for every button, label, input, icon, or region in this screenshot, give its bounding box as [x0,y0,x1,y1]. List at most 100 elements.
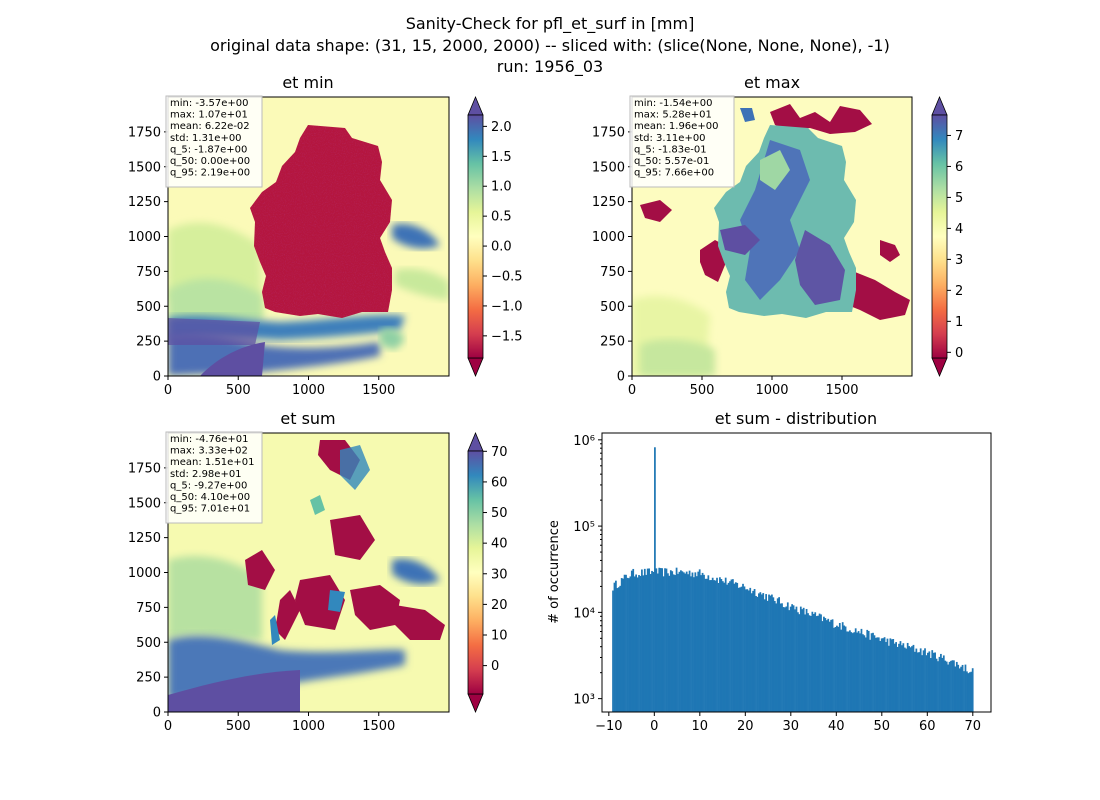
colorbar-tick-label: 7 [955,129,963,144]
histogram-bar [892,639,895,712]
histogram-bar [755,596,757,712]
histogram-bar [781,603,783,712]
histogram-bar [914,651,916,712]
histogram-bar [750,593,753,712]
histogram-bar [698,569,701,712]
histogram-bar [889,638,892,712]
histogram-bar [613,582,616,712]
histogram-bar [772,597,775,712]
histogram-bar [779,603,782,712]
histogram-bar [674,575,677,712]
histogram-bar [797,612,799,712]
histogram-bar [921,655,924,712]
histogram-bar [810,615,812,712]
histogram-bar [882,638,885,712]
histogram-bar [691,572,694,712]
y-tick-label: 1000 [592,230,625,245]
y-tick-label: 250 [136,671,161,686]
histogram-bar [742,583,744,712]
colorbar-tick-label: 1 [955,315,963,330]
histogram-bar [617,587,620,712]
histogram-bar [960,666,963,712]
histogram-bar [802,607,805,712]
histogram-bar [820,614,822,712]
x-tick-label: 40 [828,719,845,734]
colorbar-tick-label: 2.0 [491,120,512,135]
colorbar-extend-min [931,357,948,378]
histogram-bar [795,606,798,712]
colorbar-tick-label: 3 [955,253,963,268]
histogram-bar [721,581,724,712]
histogram-bar [690,576,692,712]
histogram-bar [720,579,723,712]
histogram-bar [762,593,765,712]
histogram-bar [632,568,635,712]
x-tick-label: 30 [783,719,800,734]
histogram-bars [612,447,974,712]
histogram-bar [817,615,820,712]
colorbar-tick-label: 1.0 [491,180,512,195]
histogram-bar [906,642,909,712]
colorbar-extend-min [467,693,484,714]
colorbar-tick-label: 6 [955,160,963,175]
histogram-bar [685,571,688,712]
histogram-bar [944,660,947,712]
y-tick-label: 10⁶ [573,434,595,449]
x-tick-label: 1000 [292,383,325,398]
colorbar-tick-label: 60 [491,475,508,490]
histogram-bar [899,641,902,712]
histogram-bar [834,627,837,712]
histogram-bar [625,574,627,712]
histogram-bar [963,671,965,712]
histogram-bar [651,570,653,712]
histogram-bar [776,598,779,712]
panel-et-max: et max 0 500 1000 1500 02505007501000125015… [592,73,963,398]
histogram-bar [909,647,912,712]
histogram-bar [708,580,711,712]
histogram-ylabel: # of occurrence [547,520,562,624]
x-tick-label: 1000 [292,719,325,734]
colorbar-gradient [467,450,484,695]
histogram-bar [756,596,759,712]
histogram-bar [856,632,859,712]
y-tick-label: 750 [136,601,161,616]
histogram-bar [927,652,929,712]
panel-et-sum: et sum 0 500 1000 1500 02505007501000125015… [128,409,508,734]
histogram-bar [771,594,773,712]
colorbar-extend-max [467,431,484,452]
histogram-bar [908,646,911,712]
histogram-bar [654,447,656,712]
y-tick-label: 250 [136,335,161,350]
histogram-bar [798,614,801,712]
colorbar-tick-label: 0.0 [491,240,512,255]
x-tick-label: 20 [737,719,754,734]
histogram-bar [677,573,679,712]
histogram-bar [643,568,646,712]
histogram-bar [821,621,824,712]
histogram-bar [807,613,809,712]
histogram-bar [786,602,789,712]
histogram-bar [661,568,664,712]
y-tick-label: 1500 [592,160,625,175]
stat-line: q_95: 7.66e+00 [634,168,714,179]
histogram-bar [641,569,643,712]
histogram-bar [954,666,957,712]
colorbar-gradient [931,114,948,359]
histogram-bar [938,656,941,712]
histogram-bar [929,658,932,712]
histogram-bar [645,574,648,712]
histogram-bar [739,587,742,712]
heatmap-image [168,433,449,712]
histogram-bar [812,613,815,712]
histogram-bar [630,570,633,712]
histogram-bar [743,586,746,712]
panel-et-min: et min 0 500 1000 1500 0 250 500 750 1000 1250 15… [128,73,523,398]
histogram-bar [880,638,883,712]
y-tick-label: 0 [153,370,161,385]
x-tick-label: 500 [226,719,251,734]
histogram-bar [958,668,961,712]
histogram-bar [766,600,769,712]
histogram-bar [811,611,814,712]
stat-line: mean: 1.51e+01 [170,457,254,468]
